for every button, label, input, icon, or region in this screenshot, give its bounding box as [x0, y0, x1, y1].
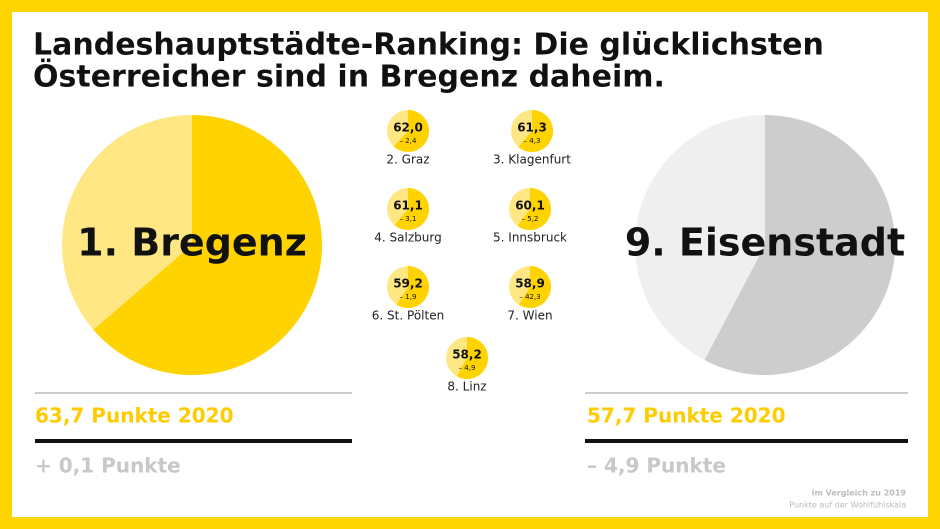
change-label: – 2,4 — [400, 137, 417, 145]
city-label: 2. Graz — [386, 153, 429, 167]
value-label: 59,2 — [393, 277, 423, 291]
title-line: Österreicher sind in Bregenz daheim. — [33, 58, 665, 95]
change-label: – 3,1 — [400, 215, 417, 223]
pie-slice — [456, 337, 488, 379]
change-label: – 4,3 — [524, 137, 541, 145]
pie-slice — [93, 115, 323, 375]
change-label: + 0,1 Punkte — [35, 454, 181, 478]
pie-slice — [518, 110, 553, 152]
pie-slice — [393, 110, 430, 152]
pie-slice — [517, 188, 551, 231]
pie-slice — [518, 266, 551, 308]
value-label: 58,9 — [515, 277, 545, 291]
city-label: 5. Innsbruck — [493, 231, 567, 245]
value-label: 61,3 — [517, 121, 547, 135]
pie-slice — [704, 115, 895, 376]
value-label: 63,7 Punkte 2020 — [35, 404, 234, 428]
city-label: 8. Linz — [447, 380, 486, 394]
pie-slice — [396, 266, 430, 308]
city-label: 6. St. Pölten — [372, 309, 444, 323]
value-label: 60,1 — [515, 199, 545, 213]
value-label: 58,2 — [452, 348, 482, 362]
pie-title: 1. Bregenz — [77, 221, 307, 265]
value-label: 57,7 Punkte 2020 — [587, 404, 786, 428]
pie-slice — [394, 188, 430, 231]
change-label: – 1,9 — [400, 293, 417, 301]
value-label: 62,0 — [393, 121, 423, 135]
city-label: 7. Wien — [507, 309, 552, 323]
change-label: – 5,2 — [522, 215, 539, 223]
city-label: 4. Salzburg — [374, 231, 441, 245]
change-label: – 4,9 Punkte — [587, 454, 726, 478]
city-label: 3. Klagenfurt — [493, 153, 571, 167]
footnote: Punkte auf der Wohlfühlskala — [789, 501, 906, 510]
footnote: im Vergleich zu 2019 — [812, 489, 907, 498]
change-label: – 4,9 — [459, 364, 476, 372]
pie-title: 9. Eisenstadt — [625, 221, 905, 265]
change-label: – 42,3 — [519, 293, 540, 301]
title-line: Landeshauptstädte-Ranking: Die glücklich… — [33, 28, 824, 63]
value-label: 61,1 — [393, 199, 423, 213]
